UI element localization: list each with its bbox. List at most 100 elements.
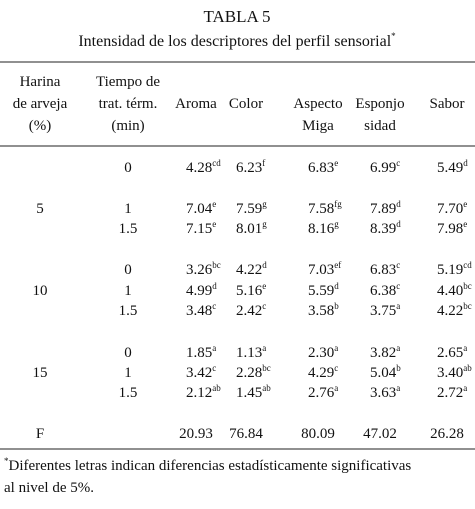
significance-letter: a <box>463 343 467 353</box>
header-cell: trat. térm. <box>99 96 158 112</box>
significance-letter: e <box>262 281 266 291</box>
value: 6.83 <box>308 160 334 176</box>
value-cell: 2.28bc <box>236 363 271 381</box>
value: 4.28 <box>186 160 212 176</box>
significance-letter: a <box>463 383 467 393</box>
value: 8.01 <box>236 221 262 237</box>
value-cell: 7.89d <box>370 199 401 217</box>
value: 5.16 <box>236 283 263 299</box>
significance-letter: a <box>396 343 400 353</box>
value-cell: 4.40bc <box>437 281 472 299</box>
value-cell: 5.19cd <box>437 260 472 278</box>
significance-letter: b <box>396 363 401 373</box>
value: 3.58 <box>308 303 334 319</box>
significance-letter: ef <box>334 260 341 270</box>
value: 2.30 <box>308 345 334 361</box>
value: 6.38 <box>370 283 396 299</box>
header-cell: de arveja <box>13 96 68 112</box>
value: 7.70 <box>437 201 463 217</box>
significance-letter: c <box>212 301 216 311</box>
significance-letter: g <box>334 219 339 229</box>
value: 3.40 <box>437 365 463 381</box>
header-cell: sidad <box>364 118 396 134</box>
time-cell: 1.5 <box>119 221 138 237</box>
f-value: 47.02 <box>363 426 397 442</box>
header-cell: Color <box>229 96 263 112</box>
value-cell: 2.65a <box>437 343 467 361</box>
table-subtitle: Intensidad de los descriptores del perfi… <box>78 31 396 50</box>
value-cell: 3.48c <box>186 301 216 319</box>
value-cell: 6.23f <box>236 158 265 176</box>
value: 3.82 <box>370 345 396 361</box>
significance-letter: cd <box>212 158 221 168</box>
value: 5.19 <box>437 262 463 278</box>
header-cell: (min) <box>111 118 144 134</box>
harina-cell: 15 <box>33 365 48 381</box>
value-cell: 7.15e <box>186 219 216 237</box>
value: 7.03 <box>308 262 334 278</box>
value: 6.99 <box>370 160 396 176</box>
value-cell: 3.42c <box>186 363 216 381</box>
significance-letter: a <box>262 343 266 353</box>
significance-letter: d <box>262 260 267 270</box>
significance-letter: c <box>334 363 338 373</box>
significance-letter: d <box>396 219 401 229</box>
value: 7.59 <box>236 201 262 217</box>
time-cell: 0 <box>124 160 132 176</box>
significance-letter: a <box>212 343 216 353</box>
value: 5.59 <box>308 283 334 299</box>
significance-letter: e <box>212 219 216 229</box>
value-cell: 1.13a <box>236 343 266 361</box>
header-cell: Sabor <box>430 96 465 112</box>
f-value: 80.09 <box>301 426 335 442</box>
value-cell: 5.04b <box>370 363 401 381</box>
significance-letter: g <box>262 199 267 209</box>
value: 1.45 <box>236 385 262 401</box>
significance-letter: e <box>212 199 216 209</box>
significance-letter: c <box>396 281 400 291</box>
value: 5.49 <box>437 160 463 176</box>
value-cell: 2.42c <box>236 301 266 319</box>
value: 7.98 <box>437 221 463 237</box>
value: 4.99 <box>186 283 212 299</box>
significance-letter: e <box>463 199 467 209</box>
value: 2.76 <box>308 385 335 401</box>
footnote: al nivel de 5%. <box>4 480 94 496</box>
value: 3.63 <box>370 385 396 401</box>
footnote-mark: * <box>4 456 9 466</box>
value-cell: 3.82a <box>370 343 400 361</box>
value: 3.48 <box>186 303 212 319</box>
significance-letter: e <box>463 219 467 229</box>
subtitle-mark: * <box>391 31 396 41</box>
subtitle-text: Intensidad de los descriptores del perfi… <box>78 33 391 50</box>
value: 4.22 <box>236 262 262 278</box>
value-cell: 1.85a <box>186 343 216 361</box>
value-cell: 3.26bc <box>186 260 221 278</box>
significance-letter: a <box>334 343 338 353</box>
significance-letter: bc <box>463 281 472 291</box>
value-cell: 7.03ef <box>308 260 341 278</box>
time-cell: 1.5 <box>119 303 138 319</box>
significance-letter: c <box>262 301 266 311</box>
value-cell: 4.99d <box>186 281 217 299</box>
value: 3.75 <box>370 303 396 319</box>
value: 5.04 <box>370 365 397 381</box>
header-cell: (%) <box>29 118 52 134</box>
time-cell: 0 <box>124 262 132 278</box>
header-cell: Miga <box>302 118 334 134</box>
value-cell: 5.59d <box>308 281 339 299</box>
significance-letter: c <box>396 158 400 168</box>
value: 7.89 <box>370 201 396 217</box>
value-cell: 8.16g <box>308 219 339 237</box>
significance-letter: bc <box>212 260 221 270</box>
value-cell: 6.83e <box>308 158 338 176</box>
value: 6.23 <box>236 160 262 176</box>
footnote-text: Diferentes letras indican diferencias es… <box>9 458 412 474</box>
significance-letter: ab <box>212 383 221 393</box>
header-cell: Tiempo de <box>96 74 160 90</box>
header-cell: Aspecto <box>293 96 342 112</box>
value: 2.42 <box>236 303 262 319</box>
value-cell: 2.76a <box>308 383 338 401</box>
value: 7.15 <box>186 221 212 237</box>
